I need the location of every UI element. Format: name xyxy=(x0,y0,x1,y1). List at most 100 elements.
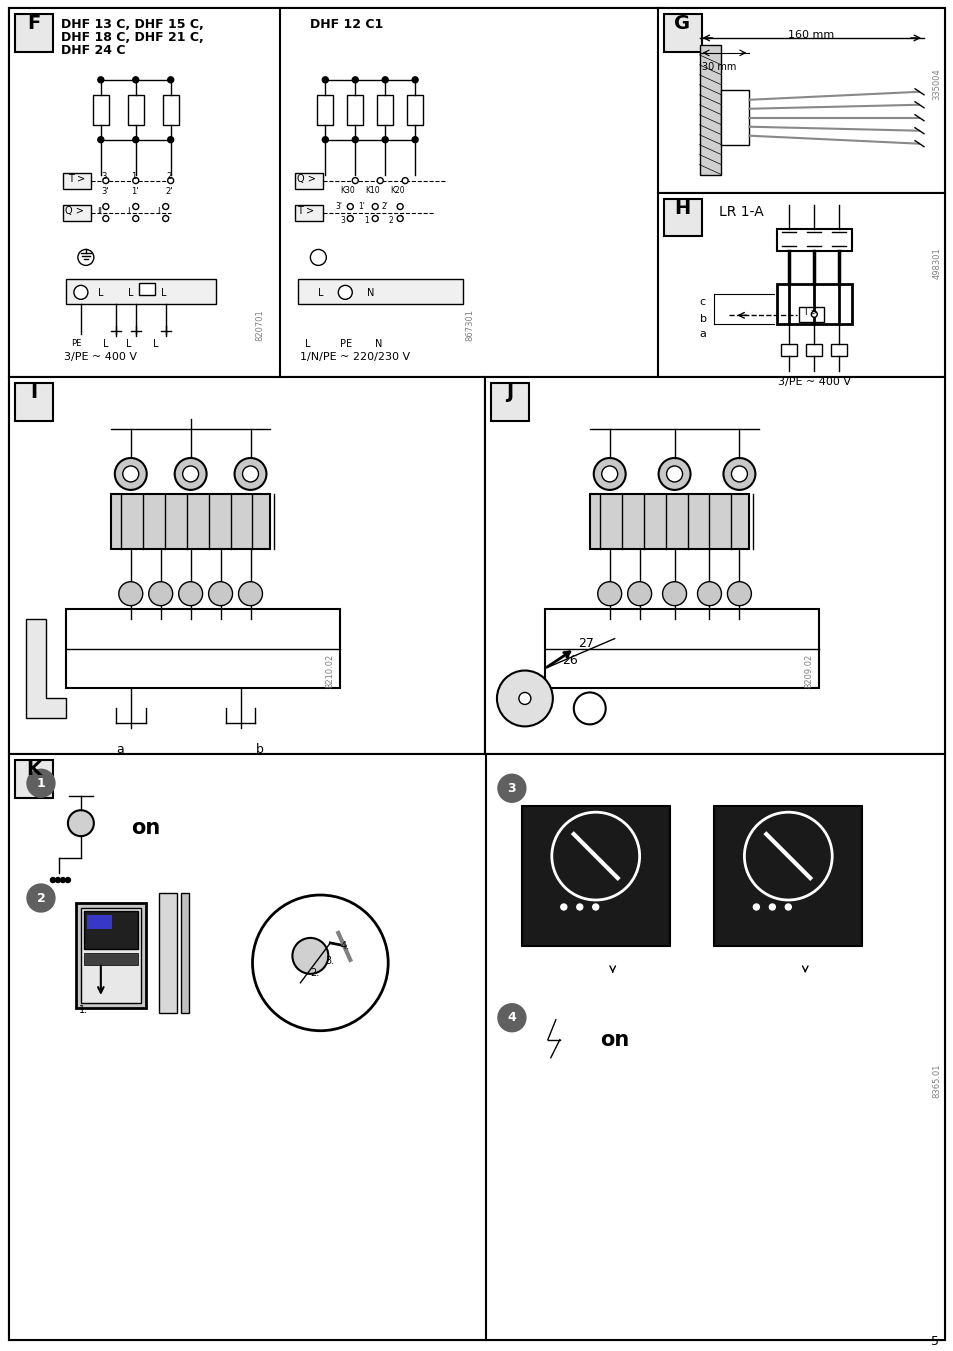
Bar xyxy=(92,95,109,124)
Circle shape xyxy=(577,904,582,911)
Circle shape xyxy=(372,216,377,222)
Bar xyxy=(290,65,490,319)
Circle shape xyxy=(178,582,202,605)
Bar xyxy=(84,911,137,948)
Bar xyxy=(138,284,154,296)
Bar xyxy=(56,65,265,315)
Text: 5: 5 xyxy=(930,1335,938,1348)
Bar xyxy=(830,345,846,357)
Bar xyxy=(63,173,91,189)
Bar xyxy=(81,908,141,1002)
Text: 8209.02: 8209.02 xyxy=(804,654,813,689)
Bar xyxy=(407,95,423,124)
Text: 2: 2 xyxy=(388,216,393,224)
Circle shape xyxy=(60,878,66,882)
Text: G: G xyxy=(674,14,690,32)
Circle shape xyxy=(322,77,328,82)
Bar xyxy=(663,199,700,236)
Text: 160 mm: 160 mm xyxy=(787,30,834,41)
Bar xyxy=(491,384,528,422)
Bar xyxy=(84,952,137,965)
Circle shape xyxy=(593,458,625,490)
Bar xyxy=(699,45,720,174)
Circle shape xyxy=(174,458,207,490)
Circle shape xyxy=(55,878,60,882)
Bar xyxy=(484,377,944,754)
Circle shape xyxy=(497,670,552,727)
Bar xyxy=(87,915,112,929)
Circle shape xyxy=(347,216,353,222)
Bar xyxy=(295,204,323,220)
Circle shape xyxy=(592,904,598,911)
Bar xyxy=(544,609,819,689)
Circle shape xyxy=(209,582,233,605)
Text: N: N xyxy=(366,288,374,299)
Text: 27: 27 xyxy=(578,636,593,650)
Polygon shape xyxy=(26,619,66,719)
Text: PE: PE xyxy=(340,339,352,350)
Circle shape xyxy=(73,285,88,300)
Text: L: L xyxy=(103,339,109,350)
Circle shape xyxy=(98,77,104,82)
Text: Q >: Q > xyxy=(297,174,316,184)
Bar xyxy=(163,95,178,124)
Text: 867301: 867301 xyxy=(464,309,474,342)
Text: K20: K20 xyxy=(390,185,404,195)
Circle shape xyxy=(402,177,408,184)
Bar xyxy=(66,609,340,689)
Circle shape xyxy=(598,582,621,605)
Bar xyxy=(376,95,393,124)
Text: L: L xyxy=(128,288,133,299)
Text: K10: K10 xyxy=(365,185,379,195)
Circle shape xyxy=(753,904,759,911)
Text: I >: I > xyxy=(803,308,817,317)
Text: DHF 13 C, DHF 15 C,: DHF 13 C, DHF 15 C, xyxy=(61,18,203,31)
Circle shape xyxy=(347,204,353,209)
Text: T >: T > xyxy=(68,174,85,184)
Bar xyxy=(657,193,944,377)
Bar xyxy=(298,239,348,274)
Text: 3': 3' xyxy=(335,201,342,211)
Bar xyxy=(657,8,944,193)
Circle shape xyxy=(658,458,690,490)
Circle shape xyxy=(560,904,566,911)
Bar xyxy=(9,8,665,377)
Circle shape xyxy=(352,177,358,184)
Text: LR 1-A: LR 1-A xyxy=(719,204,763,219)
Text: 8210.02: 8210.02 xyxy=(326,654,335,689)
Circle shape xyxy=(132,177,138,184)
Circle shape xyxy=(382,136,388,143)
Bar xyxy=(15,761,52,798)
Text: Q >: Q > xyxy=(65,205,84,216)
Bar xyxy=(843,204,933,380)
Text: 2: 2 xyxy=(167,172,172,181)
Bar xyxy=(589,494,749,549)
Bar xyxy=(805,345,821,357)
Circle shape xyxy=(497,774,525,802)
Circle shape xyxy=(132,136,138,143)
Text: I: I xyxy=(156,207,159,216)
Bar xyxy=(9,754,944,1340)
Text: J: J xyxy=(506,384,513,403)
Circle shape xyxy=(810,311,817,317)
Circle shape xyxy=(27,769,55,797)
Circle shape xyxy=(242,466,258,482)
Circle shape xyxy=(743,812,831,900)
Text: 1: 1 xyxy=(36,777,46,790)
Text: K: K xyxy=(27,761,41,780)
Text: I: I xyxy=(127,207,130,216)
Circle shape xyxy=(103,177,109,184)
Circle shape xyxy=(132,204,138,209)
Text: DHF 12 C1: DHF 12 C1 xyxy=(310,18,383,31)
Circle shape xyxy=(123,466,138,482)
Bar xyxy=(521,807,669,946)
Circle shape xyxy=(103,204,109,209)
Text: 2': 2' xyxy=(381,201,388,211)
Circle shape xyxy=(768,904,775,911)
Circle shape xyxy=(51,878,55,882)
Text: on: on xyxy=(599,1029,628,1050)
Circle shape xyxy=(396,204,403,209)
Circle shape xyxy=(68,811,93,836)
Text: on: on xyxy=(131,819,160,838)
Circle shape xyxy=(497,1004,525,1032)
